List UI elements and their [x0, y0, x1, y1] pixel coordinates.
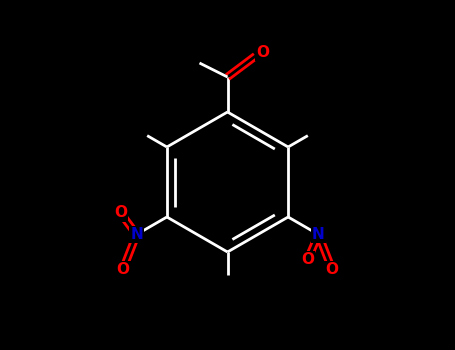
Text: N: N	[130, 227, 143, 242]
Text: O: O	[326, 262, 339, 277]
Text: N: N	[312, 227, 325, 242]
Text: O: O	[114, 205, 127, 220]
Text: O: O	[256, 45, 269, 60]
Text: O: O	[116, 262, 129, 277]
Text: O: O	[301, 252, 314, 267]
